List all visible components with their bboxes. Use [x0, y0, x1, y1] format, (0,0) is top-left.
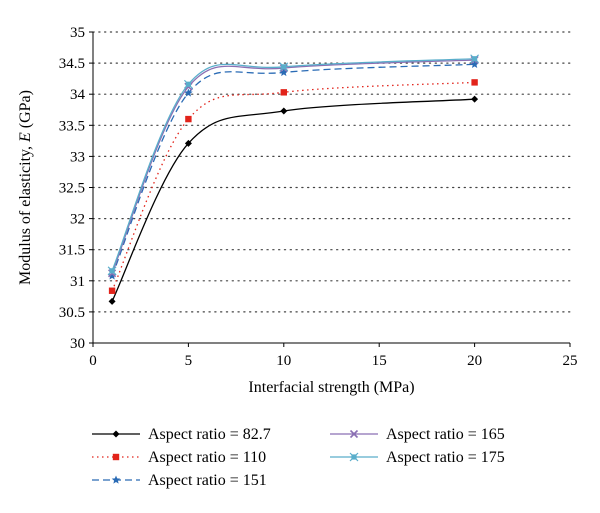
legend-label: Aspect ratio = 82.7 [148, 426, 271, 443]
legend-label: Aspect ratio = 110 [148, 449, 266, 466]
data-point [280, 89, 287, 96]
series-line-5 [111, 58, 475, 272]
y-tick-label: 32 [70, 212, 85, 228]
y-tick-label: 33 [70, 149, 85, 165]
data-point [185, 115, 192, 123]
data-point [471, 95, 479, 103]
y-axis-label: Modulus of elasticity, E (GPa) [17, 90, 34, 285]
gridlines [92, 31, 571, 313]
legend-marker [111, 475, 121, 484]
series-lines [107, 54, 480, 305]
x-tick-label: 15 [372, 353, 387, 369]
y-tick-label: 30.5 [59, 305, 85, 321]
series-line-2 [111, 81, 475, 292]
series-line-4 [111, 59, 475, 274]
x-tick-label: 10 [276, 353, 291, 369]
y-tick-label: 31.5 [59, 243, 85, 259]
y-tick-labels: 30 30.5 31 31.5 32 32.5 33 33.5 34 34.5 35 [59, 25, 86, 352]
x-tick-label: 25 [563, 353, 578, 369]
legend-item-1: Aspect ratio = 82.7 [92, 426, 271, 443]
legend-item-2: Aspect ratio = 110 [92, 449, 266, 466]
y-tick-label: 34 [70, 87, 86, 103]
data-point [184, 88, 193, 97]
x-axis-label: Interfacial strength (MPa) [248, 379, 414, 396]
data-point [183, 79, 193, 89]
legend-marker [112, 430, 120, 438]
x-tick-label: 20 [467, 353, 482, 369]
data-point [279, 67, 289, 77]
legend-item-3: Aspect ratio = 151 [92, 472, 267, 489]
series-line-3 [111, 63, 475, 277]
legend-marker [349, 452, 359, 462]
x-tick-label: 0 [89, 353, 97, 369]
y-axis-label-prefix: Modulus of elasticity, [17, 142, 34, 285]
data-point [280, 107, 288, 115]
y-tick-label: 31 [70, 274, 85, 290]
legend-label: Aspect ratio = 151 [148, 472, 267, 489]
x-tick-label: 5 [185, 353, 193, 369]
legend-marker [112, 453, 120, 461]
x-tick-labels: 0 5 10 15 20 25 [89, 353, 577, 369]
y-axis-label-symbol: E [17, 132, 34, 143]
data-point [470, 54, 480, 64]
data-point [279, 62, 289, 72]
y-tick-label: 34.5 [59, 56, 85, 72]
legend: Aspect ratio = 82.7 Aspect ratio = 110 Asp… [92, 426, 505, 489]
data-point [107, 266, 117, 276]
data-point [471, 79, 478, 86]
y-tick-label: 33.5 [59, 118, 85, 134]
data-point [184, 139, 192, 147]
axes [89, 31, 571, 347]
data-point [108, 287, 116, 294]
data-point [108, 297, 116, 305]
y-tick-label: 30 [70, 336, 85, 352]
legend-marker [349, 429, 359, 439]
y-tick-label: 32.5 [59, 181, 85, 197]
y-axis-label-suffix: (GPa) [17, 90, 34, 132]
legend-label: Aspect ratio = 165 [386, 426, 505, 443]
legend-item-4: Aspect ratio = 165 [330, 426, 505, 443]
data-point [470, 59, 479, 68]
legend-item-5: Aspect ratio = 175 [330, 449, 505, 466]
series-line-1 [111, 98, 475, 302]
legend-label: Aspect ratio = 175 [386, 449, 505, 466]
y-tick-label: 35 [70, 25, 85, 41]
data-point [107, 271, 117, 280]
